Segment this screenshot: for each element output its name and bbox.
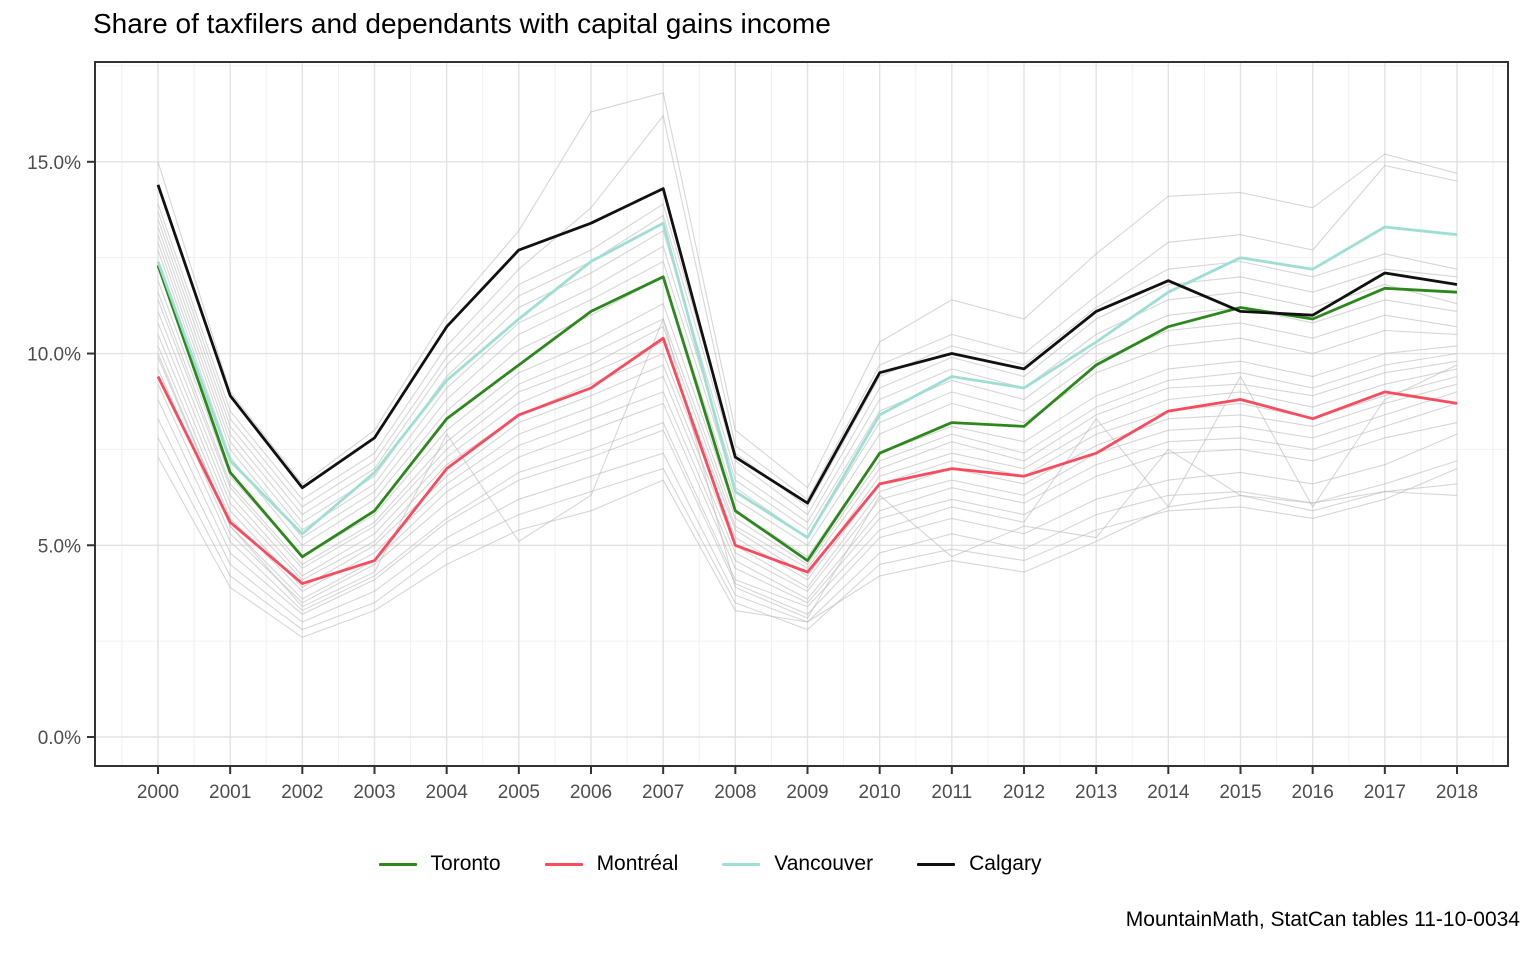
background-series-line [157,114,1458,501]
x-axis-label: 2018 [1436,782,1478,803]
x-axis-label: 2017 [1364,782,1406,803]
series-line-vancouver [156,221,1458,539]
background-series-line [157,456,1458,638]
chart-caption: MountainMath, StatCan tables 11-10-0034 [1125,908,1520,931]
background-series-line [157,92,1458,489]
x-axis-label: 2013 [1075,782,1117,803]
panel-border [94,61,1509,767]
legend-key-vancouver [722,862,761,866]
x-axis-label: 2008 [714,782,756,803]
background-series-line [157,292,1458,566]
legend-item-montréal: Montréal [544,852,679,876]
plot-area: 0.0% 5.0% 10.0% 15.0% 2000 2001 2002 2003 2004 20… [27,61,1509,803]
x-axis-label: 2007 [642,782,684,803]
x-axis-label: 2015 [1219,782,1261,803]
x-axis-label: 2009 [786,782,828,803]
x-axis-label: 2011 [931,782,972,803]
background-series-line [157,280,1458,558]
legend-key-toronto [378,862,417,866]
x-axis-label: 2001 [209,782,251,803]
legend-item-toronto: Toronto [378,852,501,876]
legend-label: Toronto [430,852,501,875]
background-series-line [157,311,1458,577]
background-series-line [157,334,1458,589]
x-axis-label: 2014 [1147,782,1190,803]
background-series-line [157,345,1458,593]
x-axis-label: 2002 [281,782,323,803]
x-axis-label: 2000 [137,782,179,803]
x-axis-label: 2012 [1003,782,1045,803]
series-line-montréal [156,336,1458,585]
legend-label: Calgary [969,852,1042,875]
x-axis-label: 2003 [353,782,395,803]
chart-title: Share of taxfilers and dependants with c… [93,8,831,39]
legend: Toronto Montréal Vancouver Calgary [0,852,1420,876]
y-axis-label: 15.0% [27,153,81,174]
background-series-line [157,364,1458,612]
legend-label: Vancouver [774,852,874,875]
x-axis-label: 2006 [570,782,612,803]
background-series-line [157,437,1458,631]
background-series-line [157,203,1458,508]
background-series-line [157,226,1458,524]
background-series-line [157,214,1458,516]
x-axis-label: 2010 [859,782,901,803]
series-line-toronto [156,264,1458,562]
legend-label: Montréal [596,852,679,875]
legend-key-calgary [917,862,956,866]
y-axis-label: 5.0% [38,536,81,557]
background-series-line [157,399,1458,615]
series-line-calgary [156,184,1458,505]
background-series-line [157,249,1458,547]
x-axis-label: 2004 [426,782,469,803]
panel-background [95,62,1508,766]
legend-key-montréal [544,862,583,866]
y-axis-label: 10.0% [27,345,81,366]
legend-item-calgary: Calgary [917,852,1041,876]
x-axis-label: 2016 [1292,782,1334,803]
y-axis-label: 0.0% [38,728,81,749]
background-series-line [157,322,1458,581]
background-series-line [157,299,1458,570]
legend-item-vancouver: Vancouver [722,852,873,876]
background-series-line [157,368,1458,604]
x-axis-label: 2005 [498,782,540,803]
